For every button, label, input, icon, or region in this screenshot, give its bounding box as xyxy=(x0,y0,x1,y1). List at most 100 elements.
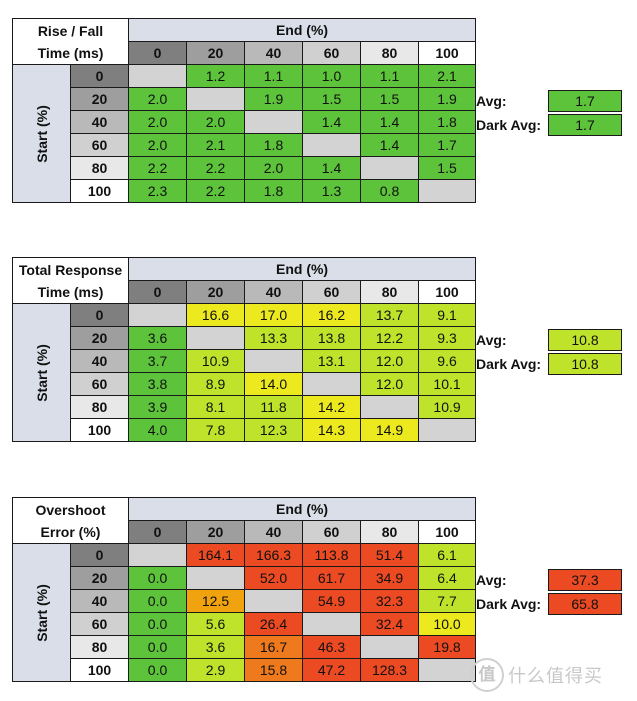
dark-avg-value: 10.8 xyxy=(548,353,622,375)
start-row-header: 60 xyxy=(70,133,129,157)
value-cell: 13.1 xyxy=(302,349,362,373)
table-title-line1: Rise / Fall xyxy=(37,22,104,39)
value-cell: 26.4 xyxy=(244,612,304,636)
dark-avg-value: 65.8 xyxy=(548,593,622,615)
value-cell: 15.8 xyxy=(244,658,304,682)
blank-cell xyxy=(302,612,362,636)
value-cell: 166.3 xyxy=(244,543,304,567)
start-row-header: 0 xyxy=(69,303,130,327)
value-cell: 34.9 xyxy=(360,566,420,590)
end-column-header: 80 xyxy=(360,520,420,544)
value-cell: 12.3 xyxy=(244,418,304,442)
value-cell: 5.6 xyxy=(186,612,246,636)
value-cell: 10.9 xyxy=(186,349,246,373)
value-cell: 19.8 xyxy=(418,635,477,659)
value-cell: 3.6 xyxy=(128,326,188,350)
value-cell: 3.7 xyxy=(128,349,188,373)
blank-cell xyxy=(418,658,477,682)
start-row-header: 0 xyxy=(70,64,129,88)
value-cell: 9.3 xyxy=(418,326,477,350)
end-column-header: 0 xyxy=(128,280,188,304)
blank-cell xyxy=(302,372,362,396)
blank-cell xyxy=(360,635,420,659)
end-column-header: 40 xyxy=(244,280,304,304)
table-title-line2: Error (%) xyxy=(40,523,101,540)
value-cell: 1.8 xyxy=(244,133,303,157)
start-row-header: 80 xyxy=(70,156,129,180)
end-column-header: 100 xyxy=(418,280,477,304)
avg-label: Avg: xyxy=(476,93,507,109)
value-cell: 1.8 xyxy=(244,179,303,203)
value-cell: 1.3 xyxy=(302,179,361,203)
end-column-header: 60 xyxy=(302,280,362,304)
value-cell: 61.7 xyxy=(302,566,362,590)
response-table: Overshoot Error (%) End (%) 0 20 40 60 80 100 Sta… xyxy=(11,497,477,682)
table-title: Rise / Fall Time (ms) xyxy=(12,18,129,65)
avg-row: Avg: 37.3 xyxy=(476,569,626,591)
start-row-header: 40 xyxy=(70,110,129,134)
watermark-text: 什么值得买 xyxy=(508,666,603,687)
blank-cell xyxy=(128,303,188,327)
blank-cell xyxy=(186,566,246,590)
start-percent-header: Start (%) xyxy=(12,64,71,203)
end-percent-header: End (%) xyxy=(128,497,477,521)
value-cell: 0.8 xyxy=(360,179,419,203)
blank-cell xyxy=(244,110,303,134)
table-title-line1: Total Response xyxy=(18,261,123,278)
start-percent-label: Start (%) xyxy=(33,104,50,163)
value-cell: 113.8 xyxy=(302,543,362,567)
value-cell: 2.3 xyxy=(128,179,187,203)
blank-cell xyxy=(244,349,304,373)
value-cell: 12.0 xyxy=(360,349,420,373)
value-cell: 2.0 xyxy=(128,110,187,134)
avg-value: 1.7 xyxy=(548,90,622,112)
end-percent-header: End (%) xyxy=(128,257,477,281)
value-cell: 1.4 xyxy=(302,110,361,134)
blank-cell xyxy=(186,326,246,350)
table-title-line1: Overshoot xyxy=(35,501,106,518)
value-cell: 1.5 xyxy=(417,156,477,180)
value-cell: 1.0 xyxy=(302,64,361,88)
value-cell: 0.0 xyxy=(128,612,188,636)
value-cell: 54.9 xyxy=(302,589,362,613)
value-cell: 1.1 xyxy=(244,64,303,88)
value-cell: 1.4 xyxy=(360,110,419,134)
value-cell: 16.2 xyxy=(302,303,362,327)
end-column-header: 80 xyxy=(360,280,420,304)
table-title: Overshoot Error (%) xyxy=(11,497,130,544)
blank-cell xyxy=(244,589,304,613)
blank-cell xyxy=(128,543,188,567)
start-row-header: 100 xyxy=(69,418,130,442)
start-row-header: 20 xyxy=(70,87,129,111)
value-cell: 12.5 xyxy=(186,589,246,613)
end-column-header: 40 xyxy=(244,41,303,65)
value-cell: 13.3 xyxy=(244,326,304,350)
end-column-header: 20 xyxy=(186,280,246,304)
value-cell: 2.0 xyxy=(186,110,245,134)
value-cell: 1.9 xyxy=(417,87,477,111)
start-row-header: 80 xyxy=(69,395,130,419)
value-cell: 2.0 xyxy=(128,87,187,111)
value-cell: 32.3 xyxy=(360,589,420,613)
value-cell: 3.9 xyxy=(128,395,188,419)
value-cell: 2.2 xyxy=(186,179,245,203)
start-percent-header: Start (%) xyxy=(12,543,71,682)
end-column-header: 40 xyxy=(244,520,304,544)
end-column-header: 60 xyxy=(302,41,361,65)
value-cell: 1.2 xyxy=(186,64,245,88)
value-cell: 1.9 xyxy=(244,87,303,111)
value-cell: 52.0 xyxy=(244,566,304,590)
value-cell: 14.3 xyxy=(302,418,362,442)
value-cell: 1.5 xyxy=(360,87,419,111)
start-row-header: 40 xyxy=(69,589,130,613)
value-cell: 13.8 xyxy=(302,326,362,350)
end-column-header: 20 xyxy=(186,520,246,544)
dark-avg-row: Dark Avg: 1.7 xyxy=(476,114,626,136)
end-percent-header: End (%) xyxy=(127,18,477,42)
value-cell: 17.0 xyxy=(244,303,304,327)
value-cell: 2.9 xyxy=(186,658,246,682)
blank-cell xyxy=(360,156,419,180)
value-cell: 51.4 xyxy=(360,543,420,567)
response-table: Total Response Time (ms) End (%) 0 20 40 60 80 1… xyxy=(11,257,477,442)
dark-avg-label: Dark Avg: xyxy=(476,117,542,133)
